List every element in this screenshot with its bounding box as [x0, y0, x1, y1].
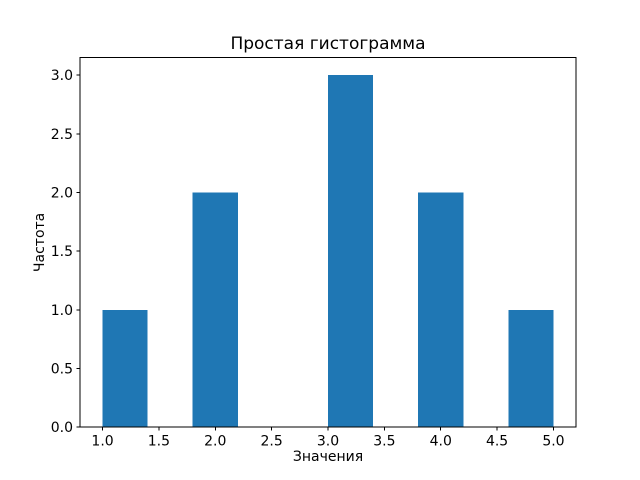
y-tick-label: 1.0	[51, 303, 73, 319]
x-tick-label: 4.0	[430, 434, 452, 450]
x-tick-label: 3.0	[317, 434, 339, 450]
x-axis-label: Значения	[293, 449, 363, 465]
y-axis-ticks: 0.0 0.5 1.0 1.5 2.0 2.5 3.0	[51, 68, 80, 436]
y-tick-label: 3.0	[51, 68, 73, 84]
x-tick-label: 4.5	[486, 434, 508, 450]
bars-group	[102, 75, 554, 428]
y-axis-label: Частота	[32, 213, 48, 272]
x-tick-label: 2.5	[261, 434, 283, 450]
y-tick-label: 2.5	[51, 127, 73, 143]
y-tick-label: 0.5	[51, 362, 73, 378]
x-tick-label: 2.0	[204, 434, 226, 450]
x-tick-label: 1.5	[148, 434, 170, 450]
histogram-bar	[508, 309, 554, 428]
histogram-bar	[418, 192, 464, 428]
histogram-bar	[192, 192, 238, 428]
y-tick-label: 1.5	[51, 244, 73, 260]
histogram-bar	[328, 75, 374, 428]
x-tick-label: 1.0	[91, 434, 113, 450]
x-tick-label: 3.5	[373, 434, 395, 450]
x-tick-label: 5.0	[542, 434, 564, 450]
y-tick-label: 0.0	[51, 420, 73, 436]
histogram-bar	[102, 309, 148, 428]
chart-title: Простая гистограмма	[230, 34, 425, 54]
x-axis-ticks: 1.0 1.5 2.0 2.5 3.0 3.5 4.0 4.5 5.0	[91, 427, 565, 450]
y-tick-label: 2.0	[51, 186, 73, 202]
